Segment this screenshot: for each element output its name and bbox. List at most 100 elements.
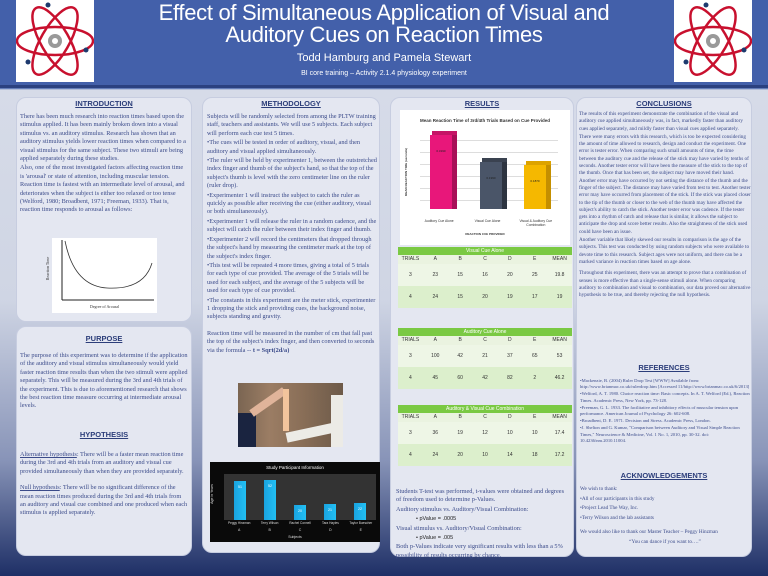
table-title: Visual Cue Alone [398, 247, 572, 255]
ack-intro: We wish to thank: [580, 486, 618, 492]
purpose-title: PURPOSE [85, 334, 123, 343]
conclusions-paragraph-3: Another variable that likely skewed our … [579, 237, 750, 265]
poster-header: Effect of Simultaneous Application of Vi… [0, 0, 768, 88]
cell: 24 [432, 294, 439, 300]
visual-cue-table: Visual Cue Alone TRIALS A B C D E MEAN 3… [398, 247, 572, 308]
cell: 17.4 [554, 430, 565, 436]
figure-y-label: Reaction Time [45, 256, 51, 281]
atom-logo-left [15, 0, 95, 82]
ruler-drop-photo [238, 383, 343, 447]
alt-hypothesis-label: Alternative hypothesis [20, 451, 77, 458]
cell: 45 [432, 375, 439, 381]
bar-value: 52 [268, 484, 272, 488]
table-header-row: TRIALS A B C D E MEAN [398, 336, 572, 345]
statistics-text: Students T-test was performed, t-values … [396, 488, 568, 561]
acknowledgements-text: We wish to thank: •All of our participan… [580, 485, 750, 547]
reference-item: •Welford, A. T. 1980. Choice reaction ti… [580, 391, 750, 403]
reference-item: •Broadbent, D. E. 1971. Decision and Str… [580, 418, 711, 424]
introduction-text: There has been much research into reacti… [20, 113, 188, 216]
acknowledgements-title: ACKNOWLEDGEMENTS [620, 471, 708, 480]
table-row: 3 36 19 12 10 10 17.4 [398, 422, 572, 444]
category-label: Auditory Cue Alone [424, 219, 454, 223]
cell: 36 [432, 430, 439, 436]
col-header: MEAN [552, 256, 567, 262]
reference-item: •Freeman, G. L. 1933. The facilitative a… [580, 404, 739, 417]
participant-names: Peggy Hinzman Terry Wilson Rachel Connel… [224, 521, 376, 525]
results-bar-visual: 0.1990 [480, 158, 507, 209]
cell: 23 [432, 272, 439, 278]
cell: 3 [409, 353, 412, 359]
bar-value: 21 [328, 508, 332, 512]
results-bar-auditory: 0.3190 [430, 131, 457, 209]
alternative-hypothesis: Alternative hypothesis: There will be a … [20, 451, 188, 476]
methodology-intro: Subjects will be randomly selected from … [207, 113, 376, 137]
reference-item: •Mackenzie, B. (2004) Ruler Drop Test [W… [580, 378, 750, 390]
stats-conclusion: Both p-Values indicate very significant … [396, 543, 563, 559]
participant-name: Peggy Hinzman [227, 521, 251, 525]
cell: 65 [531, 353, 538, 359]
cell: 14 [507, 452, 513, 458]
cell: 20 [457, 452, 463, 458]
col-header: E [533, 256, 537, 262]
alt-hypothesis-text: : There will be a faster mean reaction t… [20, 451, 184, 475]
conclusions-paragraph-4: Throughout this experiment, there was an… [579, 270, 751, 299]
participant-chart-title: Study Participant Information [266, 465, 324, 470]
col-header: C [483, 414, 487, 420]
col-header: B [458, 414, 462, 420]
col-header: A [433, 256, 437, 262]
purpose-hypothesis-panel [16, 326, 192, 556]
col-header: MEAN [552, 414, 567, 420]
stats-intro: Students T-test was performed, t-values … [396, 488, 565, 504]
col-header: E [533, 337, 537, 343]
participant-chart-ylabel: Age in Years [209, 484, 214, 504]
col-header: TRIALS [401, 256, 420, 262]
cell: 42 [457, 353, 463, 359]
col-header: MEAN [552, 337, 567, 343]
cell: 10 [482, 452, 488, 458]
bar-value: 51 [238, 485, 242, 489]
cell: 21 [482, 353, 488, 359]
participant-letter: C [298, 528, 302, 532]
cell: 53 [556, 353, 563, 359]
table-row: 4 45 60 42 82 2 46.2 [398, 367, 572, 389]
participant-bar-c: 20 [294, 505, 306, 520]
methodology-bullet-7: •The constants in this experiment are th… [207, 296, 376, 321]
conclusions-title: CONCLUSIONS [636, 99, 692, 108]
references-title: REFERENCES [638, 363, 690, 372]
methodology-bullet-3: •Experimenter 1 will instruct the subjec… [207, 191, 371, 216]
cell: 4 [409, 452, 412, 458]
table-header-row: TRIALS A B C D E MEAN [398, 413, 572, 422]
ack-item: •All of our participants in this study [580, 495, 655, 502]
stats-comparison-2: Visual stimulus vs. Auditory/Visual Comb… [396, 524, 522, 532]
cell: 17 [531, 294, 538, 300]
participant-letter: A [238, 528, 241, 532]
cell: 19 [556, 294, 563, 300]
subtitle: BI core training – Activity 2.1.4 physio… [301, 70, 467, 77]
auditory-cue-table: Auditory Cue Alone TRIALS A B C D E MEAN… [398, 328, 572, 389]
results-chart-categories: Auditory Cue Alone Visual Cue Alone Visu… [415, 219, 560, 227]
methodology-formula-text: Reaction time will be measured in the nu… [207, 330, 377, 355]
conclusions-panel [576, 97, 752, 557]
cell: 4 [409, 375, 412, 381]
null-hypothesis-text: : There will be no significant differenc… [20, 484, 188, 517]
formula-description: Reaction time will be measured in the nu… [207, 329, 375, 354]
col-header: A [433, 337, 437, 343]
cell: 25 [531, 272, 538, 278]
participant-bar-b: 52 [264, 480, 276, 520]
category-label: Visual & Auditory Cue Combination [519, 219, 553, 227]
hypothesis-text: Alternative hypothesis: There will be a … [20, 451, 188, 519]
conclusions-paragraph-2: There were many errors with this researc… [579, 133, 751, 235]
methodology-text: Subjects will be randomly selected from … [207, 113, 377, 356]
bar-value: 0.1990 [486, 176, 496, 180]
methodology-title: METHODOLOGY [261, 99, 321, 108]
references-list: •Mackenzie, B. (2004) Ruler Drop Test [W… [580, 378, 750, 445]
bar-value: 22 [358, 507, 362, 511]
results-bar-combination: 0.1870 [524, 161, 551, 209]
table-row: 4 24 15 20 19 17 19 [398, 286, 572, 308]
null-hypothesis-label: Null hypothesis [20, 484, 60, 492]
ack-teacher: We would also like to thank our Master T… [580, 529, 718, 535]
participant-chart-xlabel: Subjects [288, 535, 302, 539]
participant-letter: D [329, 528, 332, 532]
col-header: D [508, 337, 512, 343]
cell: 20 [507, 272, 513, 278]
